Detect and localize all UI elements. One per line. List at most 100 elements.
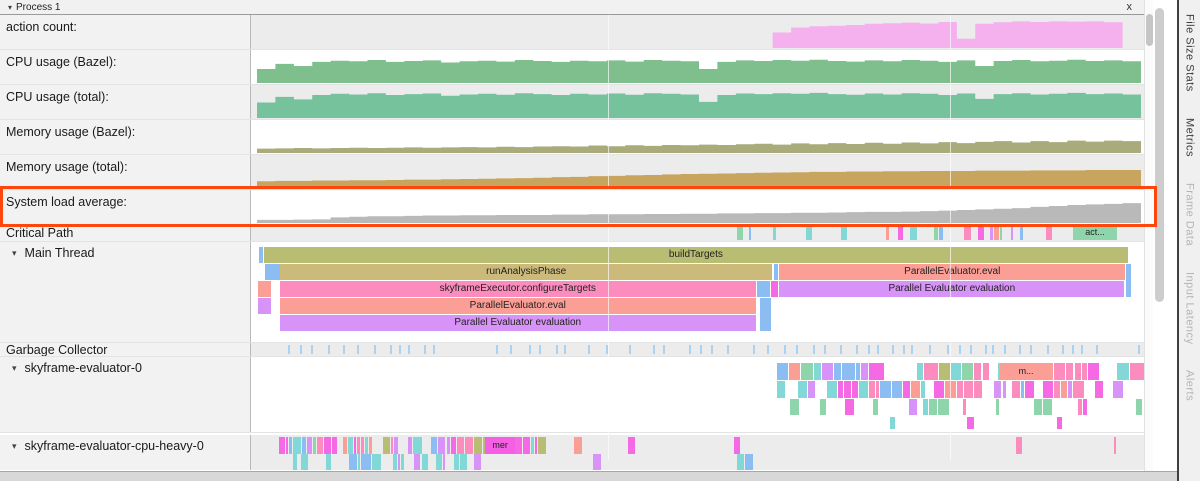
trace-slice[interactable] <box>1078 399 1082 415</box>
trace-slice[interactable] <box>875 381 879 398</box>
trace-slice[interactable] <box>361 454 371 470</box>
trace-slice[interactable] <box>842 363 855 380</box>
counter-chart-mem-bazel[interactable] <box>251 120 1144 154</box>
track-label[interactable]: Memory usage (Bazel): <box>0 120 251 154</box>
trace-slice[interactable] <box>1060 381 1067 398</box>
trace-slice[interactable] <box>1056 417 1062 429</box>
trace-slice[interactable] <box>923 399 928 415</box>
trace-slice[interactable] <box>776 363 789 380</box>
trace-event-bar[interactable] <box>264 264 280 280</box>
trace-slice[interactable] <box>446 437 450 454</box>
trace-slice[interactable] <box>1042 381 1053 398</box>
page-vertical-scrollbar[interactable] <box>1153 0 1166 471</box>
trace-slice[interactable] <box>970 345 973 354</box>
trace-slice[interactable] <box>855 363 860 380</box>
trace-event-bar[interactable] <box>1125 264 1132 297</box>
gc-track[interactable] <box>251 343 1144 356</box>
trace-slice[interactable] <box>332 437 337 454</box>
trace-slice[interactable] <box>821 363 833 380</box>
trace-slice[interactable] <box>1117 363 1130 380</box>
trace-slice[interactable] <box>977 226 984 240</box>
trace-slice[interactable] <box>903 381 910 398</box>
trace-event-bar[interactable] <box>759 298 771 331</box>
collapse-arrow-icon[interactable] <box>8 3 12 12</box>
trace-slice[interactable] <box>538 437 546 454</box>
trace-slice[interactable] <box>1136 399 1143 415</box>
trace-slice[interactable] <box>688 345 691 354</box>
counter-chart-cpu-bazel[interactable] <box>251 50 1144 84</box>
track-label[interactable]: Memory usage (total): <box>0 155 251 189</box>
trace-slice[interactable] <box>801 363 814 380</box>
trace-slice[interactable] <box>1088 363 1100 380</box>
trace-slice[interactable] <box>837 381 844 398</box>
trace-slice[interactable] <box>984 345 987 354</box>
trace-slice[interactable] <box>394 437 398 454</box>
trace-slice[interactable] <box>860 363 868 380</box>
trace-slice[interactable] <box>947 345 949 354</box>
counter-chart-system-load[interactable] <box>251 190 1144 224</box>
trace-slice[interactable] <box>523 437 531 454</box>
trace-slice[interactable] <box>798 381 807 398</box>
trace-slice[interactable] <box>348 454 357 470</box>
trace-slice[interactable] <box>371 454 382 470</box>
trace-slice[interactable] <box>628 437 636 454</box>
trace-slice[interactable] <box>662 345 665 354</box>
trace-slice[interactable] <box>844 399 855 415</box>
trace-slice[interactable] <box>916 363 923 380</box>
trace-slice[interactable] <box>397 454 401 470</box>
trace-slice[interactable] <box>962 363 973 380</box>
trace-slice[interactable] <box>939 226 944 240</box>
trace-slice[interactable] <box>790 399 800 415</box>
trace-slice[interactable] <box>745 454 754 470</box>
trace-slice[interactable] <box>1130 363 1144 380</box>
trace-slice[interactable] <box>1073 381 1085 398</box>
trace-event-bar[interactable] <box>257 298 272 314</box>
trace-slice[interactable] <box>529 345 532 354</box>
trace-slice[interactable] <box>891 381 903 398</box>
trace-slice[interactable] <box>827 381 837 398</box>
trace-slice[interactable] <box>812 345 815 354</box>
trace-slice[interactable] <box>593 454 601 470</box>
trace-slice[interactable] <box>872 399 879 415</box>
trace-slice[interactable] <box>299 345 302 354</box>
trace-event-bar[interactable]: Parallel Evaluator evaluation <box>779 281 1125 297</box>
trace-slice[interactable] <box>437 437 446 454</box>
horizontal-scrollbar[interactable] <box>0 471 1177 481</box>
trace-slice[interactable] <box>933 381 945 398</box>
trace-slice[interactable] <box>436 454 442 470</box>
trace-slice[interactable] <box>279 437 286 454</box>
trace-slice[interactable] <box>910 345 913 354</box>
trace-slice[interactable] <box>474 454 482 470</box>
trace-event-bar[interactable]: runAnalysisPhase <box>279 264 773 280</box>
expand-arrow-icon[interactable] <box>12 441 17 452</box>
trace-slice[interactable] <box>289 437 292 454</box>
trace-slice[interactable] <box>880 381 891 398</box>
trace-slice[interactable] <box>920 381 926 398</box>
trace-slice[interactable] <box>966 417 974 429</box>
trace-slice[interactable] <box>807 381 815 398</box>
trace-slice[interactable] <box>776 381 786 398</box>
trace-slice[interactable] <box>1081 345 1084 354</box>
trace-slice[interactable] <box>994 381 1002 398</box>
trace-slice[interactable] <box>563 345 566 354</box>
trace-slice[interactable] <box>1019 345 1022 354</box>
trace-slice[interactable] <box>1082 363 1088 380</box>
trace-slice[interactable] <box>514 437 523 454</box>
trace-slice[interactable] <box>839 345 842 354</box>
trace-slice[interactable] <box>892 345 895 354</box>
trace-slice[interactable] <box>325 454 331 470</box>
track-label[interactable]: System load average: <box>0 190 251 224</box>
trace-slice[interactable] <box>819 399 826 415</box>
trace-slice[interactable] <box>307 437 312 454</box>
trace-slice[interactable] <box>327 345 330 354</box>
trace-slice[interactable] <box>1113 437 1116 454</box>
trace-slice[interactable] <box>407 345 410 354</box>
counter-chart-cpu-total[interactable] <box>251 85 1144 119</box>
trace-slice[interactable] <box>343 345 345 354</box>
trace-slice[interactable] <box>1113 381 1123 398</box>
trace-slice[interactable] <box>588 345 591 354</box>
trace-slice[interactable] <box>531 437 534 454</box>
trace-slice[interactable] <box>413 437 422 454</box>
trace-slice[interactable] <box>1053 381 1060 398</box>
trace-slice[interactable] <box>1002 381 1007 398</box>
